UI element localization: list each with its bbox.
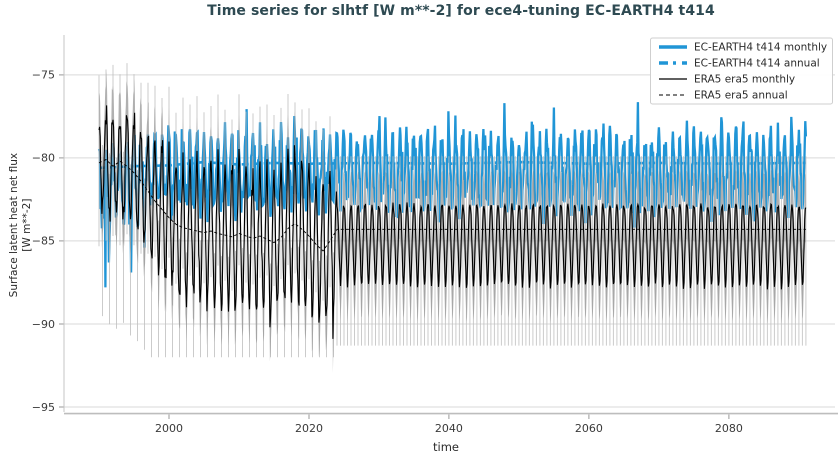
x-tick-label: 2000 <box>155 422 183 435</box>
chart-title: Time series for slhtf [W m**-2] for ece4… <box>207 3 715 19</box>
y-tick-label: −80 <box>32 152 55 165</box>
x-tick-label: 2060 <box>575 422 603 435</box>
y-tick-label: −90 <box>32 318 55 331</box>
legend-label: ERA5 era5 annual <box>694 90 788 102</box>
x-tick-label: 2020 <box>295 422 323 435</box>
legend: EC-EARTH4 t414 monthly EC-EARTH4 t414 ann… <box>650 37 833 105</box>
legend-label: EC-EARTH4 t414 annual <box>694 58 820 70</box>
legend-label: ERA5 era5 monthly <box>694 74 795 86</box>
axes: −75 −80 −85 −90 −95 2000 2020 2040 2060 2080 <box>32 35 838 435</box>
series-era5-monthly <box>98 105 807 339</box>
legend-box <box>650 37 833 105</box>
x-tick-label: 2080 <box>715 422 743 435</box>
y-tick-label: −85 <box>32 235 55 248</box>
y-tick-label: −75 <box>32 69 55 82</box>
x-axis-label: time <box>433 440 459 454</box>
y-tick-label: −95 <box>32 401 55 414</box>
series-era5-annual <box>98 159 806 252</box>
legend-label: EC-EARTH4 t414 monthly <box>694 42 827 54</box>
x-tick-label: 2040 <box>435 422 463 435</box>
